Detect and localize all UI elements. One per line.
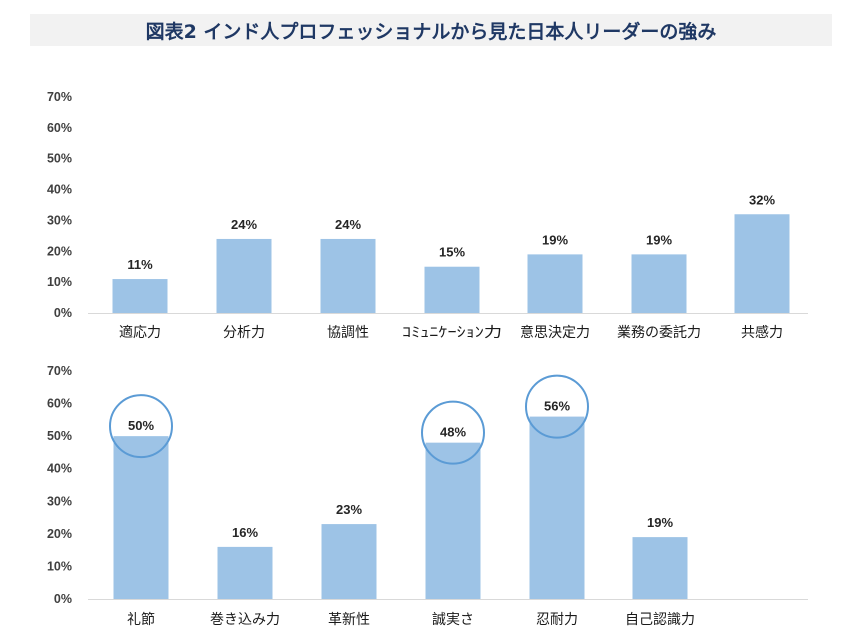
top-data-label: 24%: [231, 217, 257, 232]
top-bar: [112, 279, 168, 313]
top-bar: [216, 238, 272, 313]
bottom-ytick-label: 50%: [47, 429, 72, 443]
bottom-ytick-label: 70%: [47, 364, 72, 378]
bottom-bar: [113, 436, 169, 599]
top-ytick-label: 30%: [47, 213, 72, 227]
bottom-data-label: 19%: [647, 515, 673, 530]
top-ytick-label: 60%: [47, 121, 72, 135]
top-bar: [631, 254, 687, 313]
top-ytick-label: 10%: [47, 275, 72, 289]
top-category-label: 協調性: [327, 325, 369, 341]
top-category-label: 共感力: [741, 324, 783, 341]
bottom-ytick-label: 10%: [47, 559, 72, 573]
top-category-label: 適応力: [119, 324, 161, 341]
bottom-bar: [529, 416, 585, 599]
bottom-category-label: 革新性: [328, 612, 370, 628]
chart-title: 図表2 インド人プロフェッショナルから見た日本人リーダーの強み: [145, 20, 717, 43]
bottom-highlight-ring: [525, 374, 589, 439]
top-ytick-label: 20%: [47, 244, 72, 258]
bottom-data-label: 16%: [232, 525, 258, 540]
top-bar: [734, 214, 790, 313]
bottom-bar: [217, 546, 273, 599]
bottom-bar: [321, 524, 377, 599]
bottom-highlight-ring: [421, 400, 485, 465]
bottom-bar: [632, 537, 688, 599]
bottom-data-label: 48%: [440, 425, 466, 440]
bottom-highlight-ring: [109, 394, 173, 459]
bottom-ytick-label: 20%: [47, 527, 72, 541]
top-data-label: 15%: [439, 245, 465, 260]
bottom-bar: [425, 442, 481, 599]
top-category-label: 分析力: [223, 325, 265, 341]
bottom-ytick-label: 40%: [47, 462, 72, 476]
top-data-label: 11%: [127, 257, 153, 272]
top-bar: [424, 266, 480, 313]
top-category-label: 意思決定力: [520, 324, 590, 341]
top-bar: [320, 238, 376, 313]
bottom-category-label: 誠実さ: [432, 612, 474, 628]
top-ytick-label: 0%: [54, 306, 72, 320]
top-data-label: 24%: [335, 217, 361, 232]
bottom-category-label: 礼節: [127, 611, 155, 628]
bottom-ytick-label: 0%: [54, 592, 72, 606]
top-bar: [527, 254, 583, 313]
top-ytick-label: 40%: [47, 183, 72, 197]
bottom-data-label: 50%: [128, 418, 154, 433]
bottom-category-label: 巻き込み力: [210, 612, 280, 628]
bottom-ytick-label: 60%: [47, 397, 72, 411]
bottom-category-label: 自己認識力: [625, 612, 695, 628]
title-bar: 図表2 インド人プロフェッショナルから見た日本人リーダーの強み: [30, 14, 832, 46]
top-data-label: 32%: [749, 192, 775, 207]
top-data-label: 19%: [542, 232, 568, 247]
bottom-data-label: 56%: [544, 399, 570, 414]
bottom-data-label: 23%: [336, 502, 362, 517]
top-data-label: 19%: [646, 232, 672, 247]
top-category-label: ｺﾐｭﾆｹｰｼｮﾝ力: [402, 325, 502, 341]
bottom-category-label: 忍耐力: [536, 612, 578, 628]
bottom-ytick-label: 30%: [47, 494, 72, 508]
top-ytick-label: 50%: [47, 152, 72, 166]
top-ytick-label: 70%: [47, 90, 72, 104]
top-category-label: 業務の委託力: [617, 325, 701, 341]
